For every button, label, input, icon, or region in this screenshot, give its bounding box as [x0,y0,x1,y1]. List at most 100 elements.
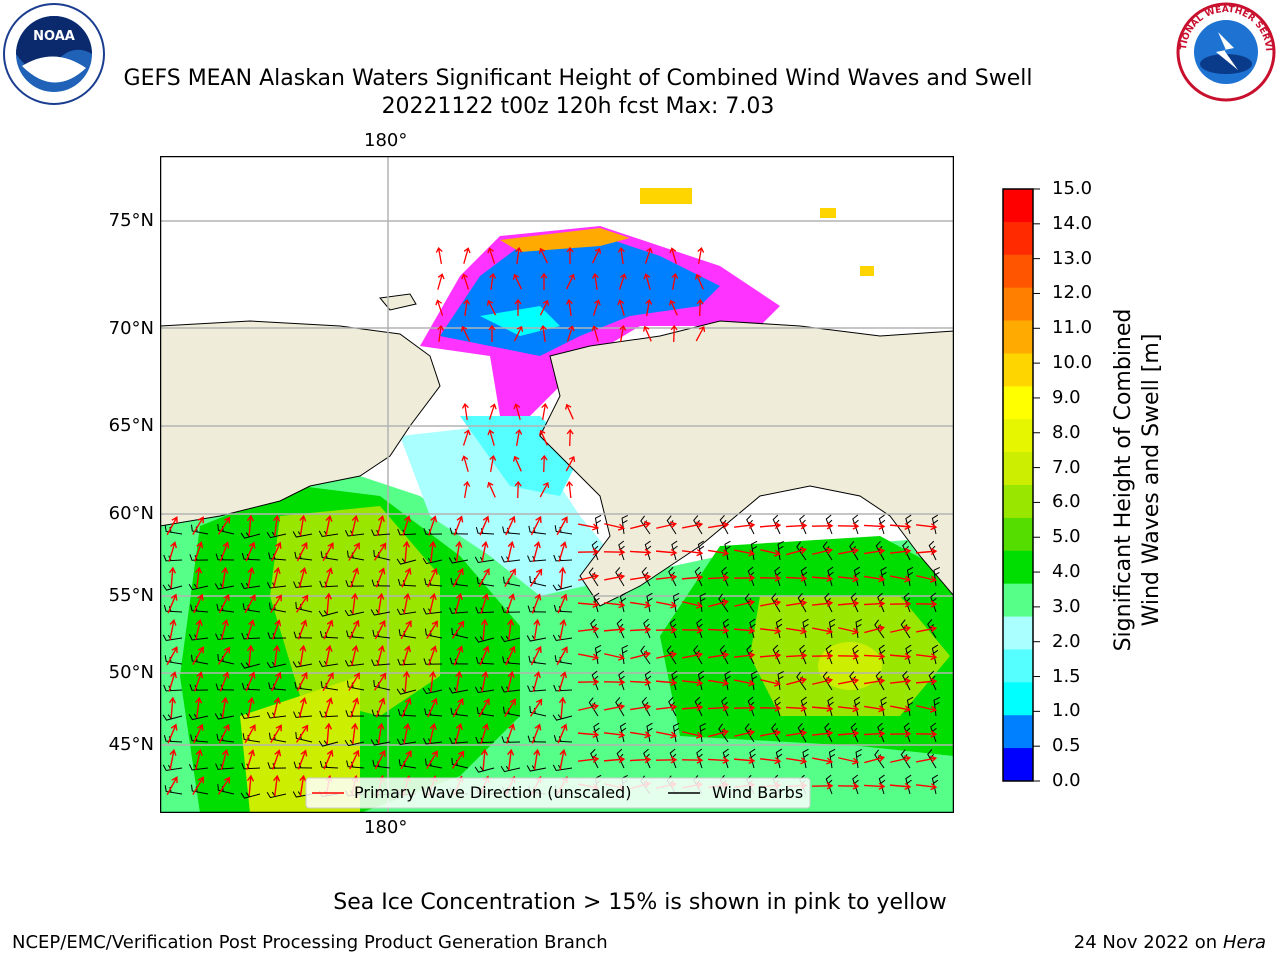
wave-direction-arrow [513,325,524,342]
wave-direction-arrow [603,548,626,556]
wave-direction-arrow [577,730,600,739]
wave-direction-arrow [629,548,652,556]
wave-direction-arrow [435,299,444,316]
nws-logo-icon: NATIONAL WEATHER SERVICE [1176,2,1276,102]
wave-direction-arrow [427,697,438,718]
wave-direction-arrow [889,652,912,661]
wave-direction-arrow [273,644,281,667]
colorbar-segment [1003,583,1033,618]
footer-host: Hera [1222,932,1266,953]
wind-barb [552,584,573,591]
wave-direction-arrow [837,782,860,790]
wave-direction-arrow [323,619,334,640]
wave-direction-arrow [655,573,678,581]
wave-direction-arrow [454,593,463,614]
wave-direction-arrow [351,644,359,666]
wave-direction-arrow [863,522,886,530]
chart-subtitle: 20221122 t00z 120h fcst Max: 7.03 [381,94,775,119]
wave-direction-arrow [630,573,652,581]
wind-barb [774,696,781,717]
wind-barb [878,774,886,795]
wave-direction-arrow [350,567,360,588]
wave-direction-arrow [401,697,412,718]
wave-direction-arrow [168,566,177,589]
wave-direction-arrow [645,299,653,316]
colorbar-segment [1003,517,1033,552]
wave-direction-arrow [838,547,860,555]
wave-direction-arrow [707,704,730,712]
wave-direction-arrow [864,575,886,583]
wind-barb [697,540,705,561]
wave-direction-arrow [515,429,523,446]
wave-direction-arrow [708,729,729,738]
wave-direction-arrow [463,481,471,498]
wind-barb [696,748,703,769]
wave-direction-arrow [532,541,541,562]
wind-barb [878,644,886,665]
wave-direction-arrow [219,671,230,692]
wind-barb [697,670,705,691]
colorbar-segment [1003,682,1033,716]
wave-direction-arrow [507,618,515,641]
wind-barb [618,670,625,691]
wave-direction-arrow [481,670,489,692]
wave-direction-arrow [643,273,651,290]
wave-direction-arrow [558,696,567,719]
wave-direction-arrow [514,298,522,316]
wave-direction-arrow [324,697,334,718]
wind-barb [669,748,677,769]
wave-direction-arrow [429,540,437,563]
wave-direction-arrow [426,750,438,769]
wave-direction-arrow [480,593,490,614]
wave-direction-arrow [539,481,550,498]
colorbar-tick-label: 8.0 [1052,421,1081,443]
wave-direction-arrow [538,247,549,264]
wave-direction-arrow [324,592,333,615]
wave-direction-arrow [512,273,523,290]
wind-barb [800,696,808,717]
wave-direction-arrow [759,757,782,765]
colorbar-segment [1003,320,1033,354]
wave-direction-arrow [402,515,412,536]
wave-direction-arrow [296,541,308,562]
wave-direction-arrow [507,540,515,562]
wave-direction-arrow [273,566,281,588]
wave-direction-arrow [655,548,678,557]
wave-direction-arrow [295,724,309,743]
wave-direction-arrow [811,599,834,607]
wave-direction-arrow [760,549,782,557]
wave-direction-arrow [558,566,567,589]
wave-direction-arrow [890,575,912,583]
wave-direction-arrow [273,696,281,718]
wind-barb [931,644,939,665]
wave-direction-arrow [863,730,886,738]
wind-barb [903,722,911,743]
caption: Sea Ice Concentration > 15% is shown in … [333,890,947,915]
wave-direction-arrow [461,455,469,472]
wave-direction-arrow [670,324,678,343]
wave-direction-arrow [655,756,678,764]
colorbar-tick-label: 15.0 [1052,178,1093,199]
lat-label-60: 60°N [108,503,154,524]
wave-direction-arrow [559,618,567,640]
wave-direction-arrow [604,703,626,711]
wave-direction-arrow [479,645,490,666]
wind-barb [880,696,887,717]
lat-label-45: 45°N [108,734,154,755]
wave-direction-arrow [708,651,730,659]
colorbar-segment [1003,353,1033,387]
wave-direction-arrow [668,299,678,316]
wave-direction-arrow [708,599,729,608]
wind-barb [825,644,833,665]
footer-credit: NCEP/EMC/Verification Post Processing Pr… [12,932,608,953]
wind-barb [619,722,627,743]
chart-title: GEFS MEAN Alaskan Waters Significant Hei… [123,66,1033,91]
wave-direction-arrow [529,698,543,717]
wave-direction-arrow [322,672,334,692]
wave-direction-arrow [533,748,541,770]
wave-direction-arrow [375,697,386,718]
colorbar-label-line1: Significant Height of Combined [1111,308,1136,652]
wave-direction-arrow [786,677,807,686]
wind-barb [905,514,912,535]
wind-barb [825,514,833,535]
